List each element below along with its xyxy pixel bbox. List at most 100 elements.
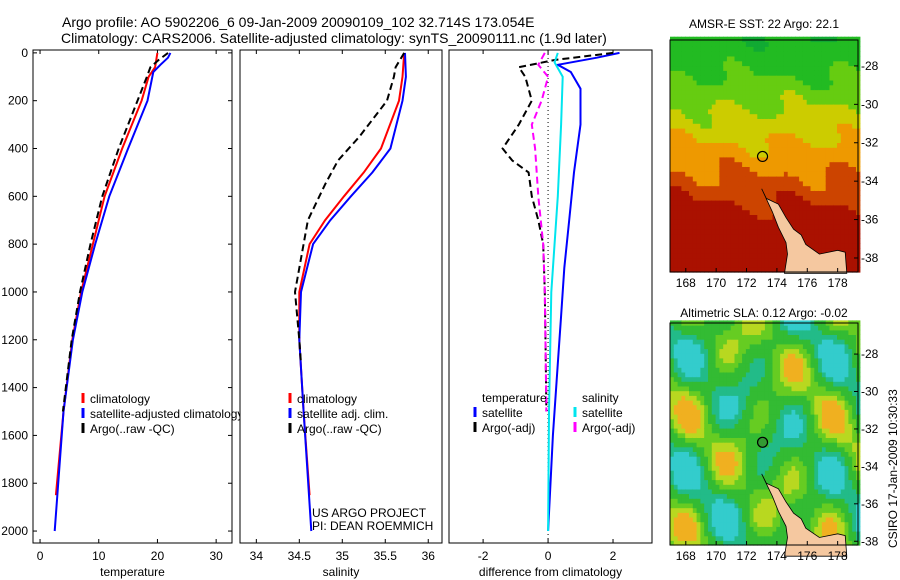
map-cell [821, 161, 827, 167]
map-cell [776, 171, 781, 177]
map-cell [783, 36, 789, 43]
map-cell [780, 334, 785, 340]
map-cell [734, 512, 739, 518]
map-cell [730, 451, 736, 457]
map-cell [814, 362, 819, 368]
map-cell [783, 70, 789, 76]
map-cell [677, 243, 682, 249]
map-cell [844, 460, 849, 467]
map-cell [787, 348, 793, 354]
map-cell [787, 137, 793, 143]
map-cell [806, 446, 812, 452]
map-cell [757, 531, 762, 537]
map-cell [776, 152, 781, 158]
map-cell [681, 329, 686, 335]
map-cell [802, 128, 808, 134]
map-cell [825, 204, 831, 211]
map-cell [814, 325, 819, 331]
map-cell [802, 166, 808, 172]
map-cell [802, 418, 808, 424]
map-cell [818, 94, 823, 100]
map-cell [696, 479, 701, 485]
map-cell [685, 166, 690, 172]
map-cell [723, 257, 728, 263]
map-cell [742, 526, 747, 532]
map-cell [780, 399, 785, 406]
map-cell [689, 142, 694, 148]
map-cell [685, 474, 690, 481]
map-cell [685, 442, 690, 448]
map-cell [681, 219, 686, 225]
map-cell [745, 190, 751, 196]
map-cell [818, 484, 823, 490]
map-cell [685, 89, 690, 95]
map-cell [825, 325, 831, 331]
map-cell [829, 75, 834, 81]
map-cell [685, 104, 690, 110]
map-cell [745, 362, 751, 368]
map-cell [795, 484, 800, 490]
map-cell [723, 89, 728, 95]
map-cell [730, 60, 736, 67]
map-cell [761, 152, 766, 158]
map-cell [825, 362, 831, 368]
map-cell [745, 376, 751, 382]
map-cell [726, 180, 732, 187]
map-cell [711, 343, 717, 350]
map-cell [810, 512, 815, 518]
map-cell [673, 204, 679, 211]
map-cell [783, 460, 789, 467]
map-cell [742, 137, 747, 143]
map-cell [742, 329, 747, 335]
map-cell [723, 60, 728, 67]
map-cell [818, 456, 823, 462]
map-cell [708, 521, 713, 527]
map-cell [745, 137, 751, 143]
map-cell [753, 395, 758, 401]
map-cell [791, 41, 796, 47]
map-cell [711, 257, 717, 263]
map-cell [837, 147, 842, 153]
map-cell [730, 233, 736, 239]
map-cell [757, 228, 762, 235]
map-cell [685, 41, 690, 47]
map-cell [685, 521, 690, 527]
map-cell [745, 367, 751, 373]
map-cell [673, 108, 679, 115]
map-cell [696, 470, 701, 476]
map-cell [783, 488, 789, 495]
map-cell [704, 531, 709, 537]
map-cell [677, 267, 682, 273]
map-cell [745, 70, 751, 76]
map-cell [711, 399, 717, 406]
map-cell [696, 484, 701, 490]
map-cell [742, 209, 747, 215]
map-cell [783, 171, 789, 177]
map-cell [723, 166, 728, 172]
map-cell [715, 343, 720, 350]
map-cell [719, 474, 724, 481]
map-cell [708, 113, 713, 119]
map-cell [780, 156, 785, 163]
map-cell [730, 89, 736, 95]
map-cell [734, 180, 739, 187]
map-cell [757, 41, 762, 47]
map-cell [689, 99, 694, 105]
map-cell [685, 451, 690, 457]
map-cell [848, 334, 853, 340]
map-cell [802, 113, 808, 119]
map-cell [711, 147, 717, 153]
map-cell [768, 248, 774, 254]
map-cell [818, 142, 823, 148]
map-cell [723, 171, 728, 177]
map-cell [696, 395, 701, 401]
y-tick-label: 600 [8, 189, 28, 203]
map-cell [776, 142, 781, 148]
map-cell [825, 395, 831, 401]
map-cell [673, 390, 679, 396]
map-cell [719, 395, 724, 401]
series-argo-adj- [501, 51, 614, 412]
map-cell [840, 371, 846, 378]
map-cell [848, 516, 853, 523]
map-cell [840, 176, 846, 182]
